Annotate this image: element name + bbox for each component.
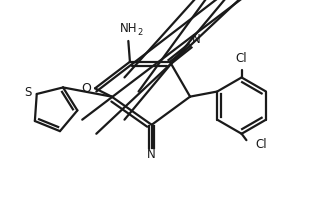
Text: 2: 2 <box>137 28 142 37</box>
Text: N: N <box>147 148 156 161</box>
Text: O: O <box>81 82 91 95</box>
Text: NH: NH <box>120 22 137 35</box>
Text: Cl: Cl <box>236 52 247 65</box>
Text: S: S <box>24 86 31 99</box>
Text: N: N <box>192 33 201 46</box>
Text: Cl: Cl <box>255 138 267 151</box>
